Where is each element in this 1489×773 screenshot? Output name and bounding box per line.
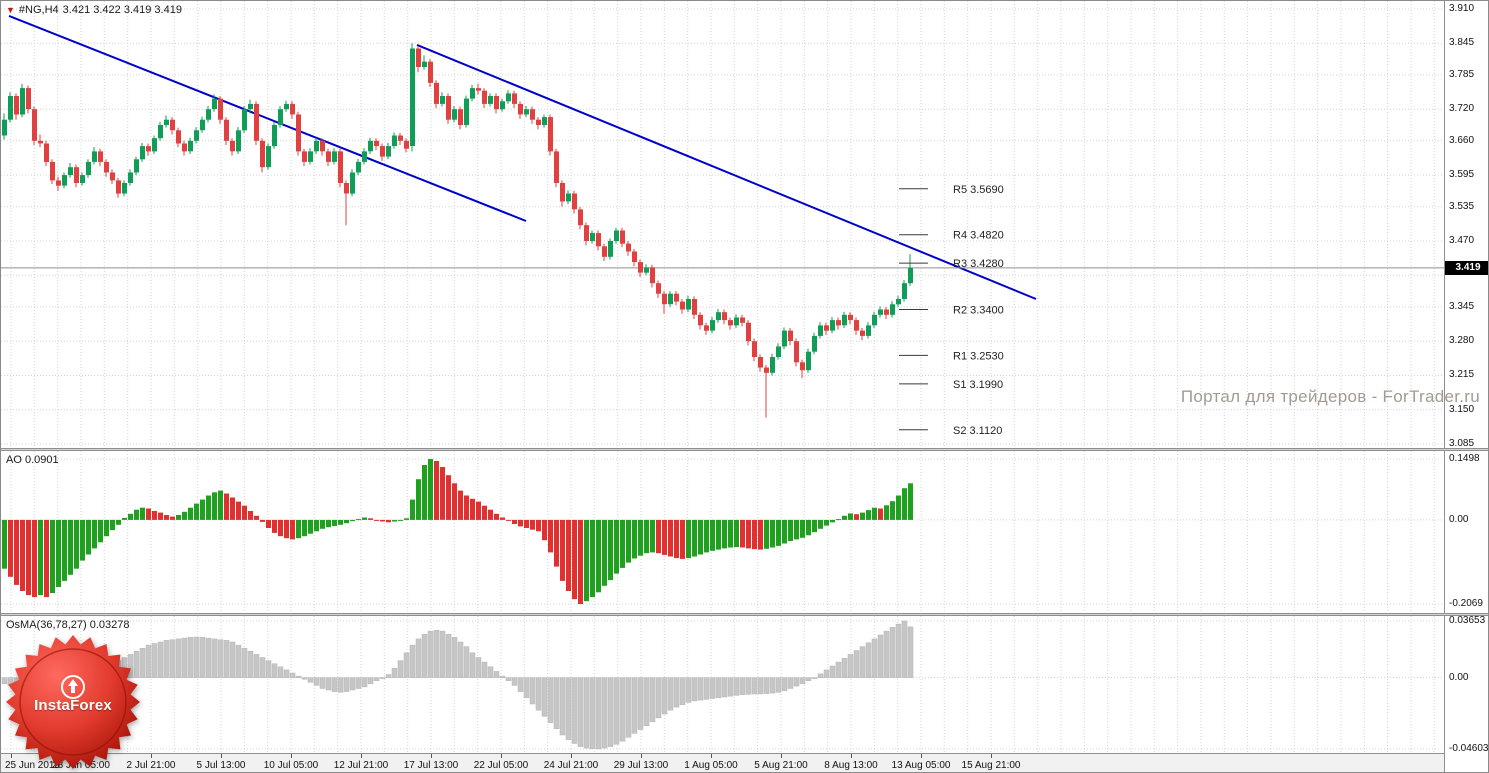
time-axis-tick — [571, 754, 572, 758]
price-axis[interactable]: 3.910 3.845 3.785 3.720 3.660 3.595 3.535 3.470… — [1444, 1, 1489, 772]
symbol-ohlc: 3.421 3.422 3.419 3.419 — [62, 4, 182, 16]
pivot-label: R3 3.4280 — [953, 258, 1004, 270]
time-axis-tick — [921, 754, 922, 758]
axis-label: 3.910 — [1449, 3, 1475, 14]
price-chart-pane[interactable]: R5 3.5690 R4 3.4820 R3 3.4280 R2 3.3400 R1 3… — [1, 1, 1444, 448]
symbol-info: ▼ #NG,H4 3.421 3.422 3.419 3.419 — [6, 4, 182, 16]
time-label: 25 Jun 2013 — [5, 760, 61, 771]
axis-label: 3.845 — [1449, 37, 1475, 48]
instaforex-logo-text: InstaForex — [34, 697, 112, 714]
time-axis-tick — [851, 754, 852, 758]
time-axis-tick — [641, 754, 642, 758]
symbol-label: #NG,H4 — [18, 4, 59, 16]
time-label: 5 Jul 13:00 — [196, 760, 246, 771]
trendline[interactable] — [8, 14, 527, 222]
pane-separator[interactable] — [1, 448, 1488, 451]
time-axis-tick — [291, 754, 292, 758]
candles-layer — [2, 43, 913, 418]
instaforex-logo-badge — [6, 635, 140, 769]
time-label: 22 Jul 05:00 — [473, 760, 529, 771]
ao-title: AO 0.0901 — [6, 454, 59, 466]
axis-label: 0.00 — [1449, 672, 1469, 683]
pivot-label: S1 3.1990 — [953, 379, 1003, 391]
time-label: 28 Jun 05:00 — [52, 760, 110, 771]
axis-label: 0.03653 — [1449, 615, 1486, 626]
pivot-label: R5 3.5690 — [953, 184, 1004, 196]
time-axis-tick — [991, 754, 992, 758]
time-axis-tick — [221, 754, 222, 758]
axis-label: 0.1498 — [1449, 453, 1480, 464]
axis-label: -0.04603 — [1449, 743, 1489, 754]
ao-histogram-canvas[interactable] — [1, 451, 1444, 613]
time-label: 8 Aug 13:00 — [824, 760, 878, 771]
axis-label: 3.150 — [1449, 404, 1475, 415]
time-label: 24 Jul 21:00 — [543, 760, 599, 771]
axis-label: 3.785 — [1449, 69, 1475, 80]
axis-label: 3.535 — [1449, 201, 1475, 212]
time-axis-tick — [501, 754, 502, 758]
time-label: 13 Aug 05:00 — [891, 760, 951, 771]
instaforex-logo: InstaForex — [6, 635, 140, 769]
axis-label: -0.2069 — [1449, 598, 1483, 609]
time-axis-tick — [431, 754, 432, 758]
pivot-label: R4 3.4820 — [953, 230, 1004, 242]
time-axis-tick — [151, 754, 152, 758]
pivot-label: R2 3.3400 — [953, 305, 1004, 317]
axis-label: 3.215 — [1449, 369, 1475, 380]
watermark: Портал для трейдеров - ForTrader.ru — [1180, 387, 1480, 406]
axis-label: 0.00 — [1449, 514, 1469, 525]
pivot-label: S2 3.1120 — [953, 425, 1002, 437]
time-label: 1 Aug 05:00 — [684, 760, 738, 771]
time-label: 10 Jul 05:00 — [263, 760, 319, 771]
time-label: 2 Jul 21:00 — [126, 760, 176, 771]
axis-label: 3.470 — [1449, 235, 1475, 246]
current-price-badge: 3.419 — [1445, 261, 1488, 275]
symbol-marker-icon: ▼ — [6, 4, 15, 15]
pivot-label: R1 3.2530 — [953, 350, 1004, 362]
time-label: 12 Jul 21:00 — [333, 760, 389, 771]
time-axis-tick — [361, 754, 362, 758]
axis-label: 3.085 — [1449, 438, 1475, 449]
ao-indicator-pane[interactable]: AO 0.0901 — [1, 451, 1444, 613]
osma-indicator-pane[interactable]: OsMA(36,78,27) 0.03278 — [1, 616, 1444, 753]
price-chart-canvas[interactable]: R5 3.5690 R4 3.4820 R3 3.4280 R2 3.3400 R1 3… — [1, 1, 1444, 448]
time-axis[interactable]: 25 Jun 2013 28 Jun 05:00 2 Jul 21:00 5 Jul … — [1, 753, 1444, 772]
time-label: 15 Aug 21:00 — [961, 760, 1021, 771]
axis-label: 3.720 — [1449, 103, 1475, 114]
time-label: 5 Aug 21:00 — [754, 760, 808, 771]
trendline[interactable] — [416, 43, 1037, 300]
axis-label: 3.280 — [1449, 335, 1475, 346]
time-axis-tick — [781, 754, 782, 758]
osma-histogram-canvas[interactable] — [1, 616, 1444, 753]
osma-title: OsMA(36,78,27) 0.03278 — [6, 619, 130, 631]
pane-separator[interactable] — [1, 613, 1488, 616]
axis-label: 3.595 — [1449, 169, 1475, 180]
time-label: 29 Jul 13:00 — [613, 760, 669, 771]
axis-label: 3.660 — [1449, 135, 1475, 146]
axis-label: 3.345 — [1449, 301, 1475, 312]
time-label: 17 Jul 13:00 — [403, 760, 459, 771]
time-axis-tick — [11, 754, 12, 758]
time-axis-tick — [711, 754, 712, 758]
